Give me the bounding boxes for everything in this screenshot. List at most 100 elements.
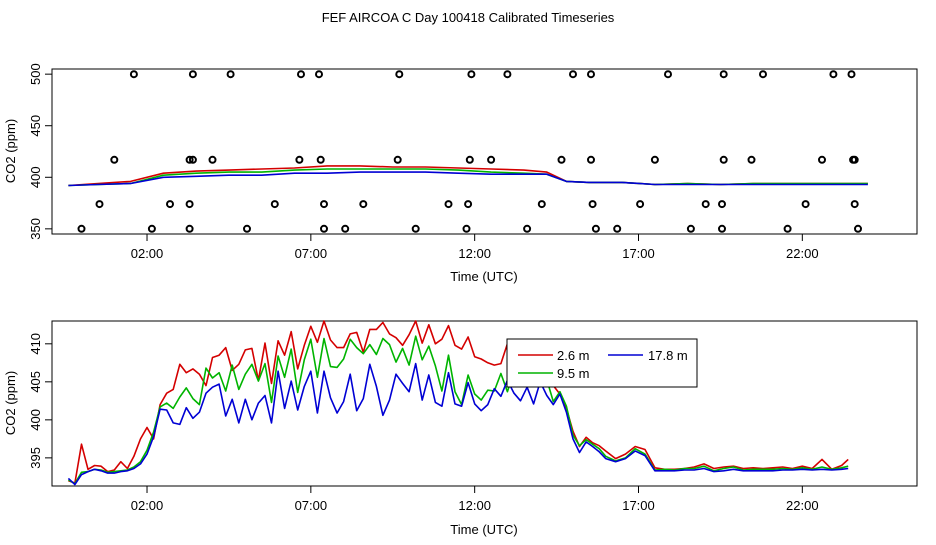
legend: 2.6 m 9.5 m 17.8 m [507, 339, 697, 387]
top-panel-calibration-point [465, 201, 471, 207]
bottom-panel-x-axis: 02:00 07:00 12:00 17:00 22:00 [131, 486, 819, 513]
top-panel-calibration-point [665, 71, 671, 77]
top-panel-x-axis: 02:00 07:00 12:00 17:00 22:00 [131, 234, 819, 261]
top-panel-series-group [68, 166, 868, 186]
bottom-panel: 02:0007:0012:0017:0022:00 395400405410 T… [3, 321, 917, 537]
legend-label-17-8m: 17.8 m [648, 348, 688, 363]
top-panel-x-axis-label: Time (UTC) [450, 269, 517, 284]
top-panel-calibration-point [852, 157, 858, 163]
top-panel-calibration-point [210, 157, 216, 163]
bottom-panel-x-tick-label: 07:00 [295, 498, 328, 513]
top-panel-x-tick-label: 22:00 [786, 246, 819, 261]
top-panel-calibration-point [149, 226, 155, 232]
top-panel-calibration-point [298, 71, 304, 77]
top-panel-calibration-point [396, 71, 402, 77]
top-panel-calibration-point [719, 226, 725, 232]
top-panel-calibration-point [79, 226, 85, 232]
top-panel-calibration-point [296, 157, 302, 163]
top-panel-calibration-point [614, 226, 620, 232]
top-panel-calibration-point [244, 226, 250, 232]
top-panel-calibration-point [446, 201, 452, 207]
bottom-panel-y-tick-label: 405 [28, 371, 43, 393]
top-panel-calibration-point [721, 157, 727, 163]
top-panel-points-group [79, 71, 862, 232]
bottom-panel-y-tick-label: 395 [28, 447, 43, 469]
top-panel-frame [52, 69, 917, 234]
bottom-panel-y-axis-label: CO2 (ppm) [3, 371, 18, 435]
top-panel-calibration-point [803, 201, 809, 207]
bottom-panel-x-tick-label: 02:00 [131, 498, 164, 513]
top-panel-series-2-6-m [68, 166, 868, 186]
top-panel-y-tick-label: 500 [28, 63, 43, 85]
top-panel-calibration-point [539, 201, 545, 207]
top-panel-calibration-point [749, 157, 755, 163]
top-panel-calibration-point [590, 201, 596, 207]
top-panel-x-tick-label: 07:00 [295, 246, 328, 261]
top-panel-calibration-point [830, 71, 836, 77]
top-panel-x-tick-label: 02:00 [131, 246, 164, 261]
top-panel-calibration-point [703, 201, 709, 207]
top-panel-calibration-point [187, 226, 193, 232]
top-panel-calibration-point [272, 201, 278, 207]
top-panel-calibration-point [187, 201, 193, 207]
top-panel-calibration-point [467, 157, 473, 163]
top-panel-calibration-point [488, 157, 494, 163]
chart-figure: FEF AIRCOA C Day 100418 Calibrated Times… [0, 0, 936, 540]
legend-label-9-5m: 9.5 m [557, 366, 590, 381]
top-panel-x-tick-label: 17:00 [622, 246, 655, 261]
page-title: FEF AIRCOA C Day 100418 Calibrated Times… [322, 10, 615, 25]
top-panel-calibration-point [760, 71, 766, 77]
bottom-panel-y-axis: 395400405410 [28, 333, 52, 469]
top-panel-y-tick-label: 400 [28, 166, 43, 188]
top-panel: 02:00 07:00 12:00 17:00 22:00 350 400 450 500 T… [3, 63, 917, 284]
bottom-panel-x-tick-label: 22:00 [786, 498, 819, 513]
top-panel-calibration-point [504, 71, 510, 77]
top-panel-calibration-point [719, 201, 725, 207]
top-panel-y-tick-label: 350 [28, 218, 43, 240]
top-panel-calibration-point [570, 71, 576, 77]
top-panel-calibration-point [318, 157, 324, 163]
top-panel-calibration-point [342, 226, 348, 232]
top-panel-calibration-point [321, 226, 327, 232]
top-panel-calibration-point [855, 226, 861, 232]
top-panel-calibration-point [524, 226, 530, 232]
top-panel-calibration-point [593, 226, 599, 232]
top-panel-y-tick-label: 450 [28, 115, 43, 137]
top-panel-calibration-point [588, 71, 594, 77]
bottom-panel-y-tick-label: 400 [28, 409, 43, 431]
top-panel-calibration-point [637, 201, 643, 207]
bottom-panel-x-tick-label: 17:00 [622, 498, 655, 513]
top-panel-calibration-point [316, 71, 322, 77]
top-panel-calibration-point [228, 71, 234, 77]
top-panel-calibration-point [190, 71, 196, 77]
top-panel-calibration-point [849, 71, 855, 77]
legend-label-2-6m: 2.6 m [557, 348, 590, 363]
top-panel-calibration-point [468, 71, 474, 77]
top-panel-calibration-point [721, 71, 727, 77]
bottom-panel-series-2-6-m [68, 321, 848, 483]
top-panel-calibration-point [785, 226, 791, 232]
top-panel-calibration-point [321, 201, 327, 207]
top-panel-calibration-point [395, 157, 401, 163]
top-panel-calibration-point [360, 201, 366, 207]
bottom-panel-x-tick-label: 12:00 [458, 498, 491, 513]
bottom-panel-frame [52, 321, 917, 486]
top-panel-calibration-point [559, 157, 565, 163]
top-panel-x-tick-label: 12:00 [458, 246, 491, 261]
top-panel-calibration-point [688, 226, 694, 232]
top-panel-calibration-point [167, 201, 173, 207]
bottom-panel-series-group [68, 321, 848, 485]
top-panel-calibration-point [131, 71, 137, 77]
top-panel-calibration-point [652, 157, 658, 163]
bottom-panel-x-axis-label: Time (UTC) [450, 522, 517, 537]
top-panel-calibration-point [464, 226, 470, 232]
top-panel-calibration-point [97, 201, 103, 207]
top-panel-calibration-point [588, 157, 594, 163]
legend-box [507, 339, 697, 387]
top-panel-y-axis-label: CO2 (ppm) [3, 119, 18, 183]
top-panel-calibration-point [413, 226, 419, 232]
top-panel-calibration-point [819, 157, 825, 163]
top-panel-calibration-point [852, 201, 858, 207]
chart-svg: FEF AIRCOA C Day 100418 Calibrated Times… [0, 0, 936, 540]
top-panel-calibration-point [111, 157, 117, 163]
